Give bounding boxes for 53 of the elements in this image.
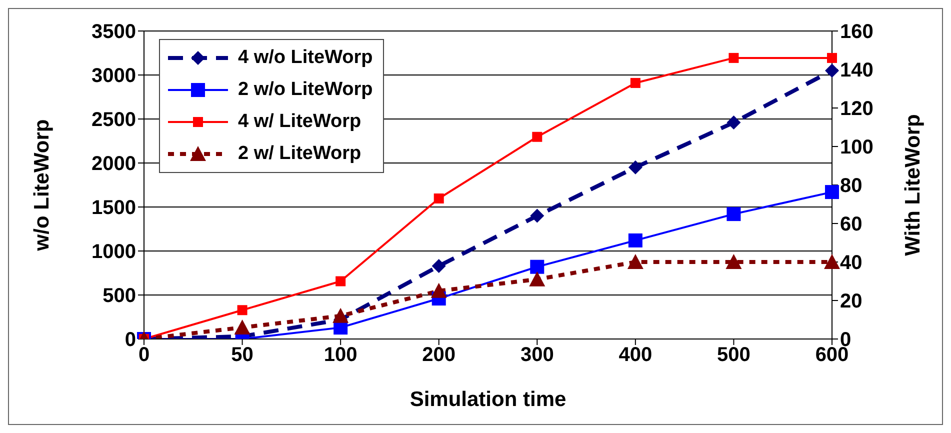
point: [336, 276, 346, 286]
legend-label: 4 w/ LiteWorp: [238, 111, 362, 133]
y2-tick-label: 160: [840, 21, 874, 44]
point: [530, 260, 544, 274]
x-tick-label: 500: [717, 344, 750, 366]
y2-tick-label: 40: [840, 252, 862, 274]
y-tick-label: 0: [124, 329, 136, 352]
point: [825, 185, 839, 200]
y-tick-label: 3500: [92, 21, 136, 44]
y-tick-label: 1000: [92, 241, 136, 264]
x-tick-label: 50: [231, 344, 254, 366]
y2-axis-title: With LiteWorp: [901, 114, 924, 256]
point: [627, 254, 644, 269]
x-tick-label: 300: [520, 344, 554, 366]
legend-label: 2 w/o LiteWorp: [238, 79, 373, 101]
y2-tick-label: 20: [840, 290, 862, 313]
point: [432, 258, 446, 273]
y-tick-label: 500: [102, 285, 136, 308]
x-tick-label: 0: [138, 344, 150, 366]
x-tick-label: 400: [618, 344, 652, 366]
point: [530, 208, 544, 223]
point: [726, 254, 742, 269]
point: [726, 207, 741, 222]
y-tick-label: 3000: [92, 65, 136, 88]
point: [434, 193, 444, 204]
point: [630, 78, 640, 88]
y-tick-label: 1500: [92, 197, 136, 220]
legend-label: 2 w/ LiteWorp: [238, 143, 362, 165]
y-tick-label: 2500: [92, 109, 136, 132]
point: [332, 308, 349, 323]
x-tick-label: 100: [324, 344, 358, 366]
point: [237, 305, 248, 316]
point: [628, 233, 642, 248]
point: [726, 116, 741, 130]
point: [728, 52, 739, 63]
point: [825, 64, 839, 78]
point: [628, 160, 642, 174]
point: [430, 282, 447, 298]
x-tick-label: 200: [422, 344, 456, 366]
point: [532, 132, 542, 142]
y2-tick-label: 60: [840, 214, 862, 236]
point: [824, 254, 840, 269]
y2-tick-label: 80: [840, 175, 862, 198]
legend-label: 4 w/o LiteWorp: [238, 47, 373, 69]
point: [529, 271, 546, 286]
y-tick-label: 2000: [92, 153, 136, 176]
point: [827, 52, 837, 63]
x-axis-title: Simulation time: [410, 388, 566, 411]
point: [234, 319, 250, 334]
y2-tick-label: 120: [840, 98, 874, 120]
y2-tick-label: 100: [840, 136, 874, 159]
y2-tick-label: 140: [840, 60, 874, 82]
y-axis-title: w/o LiteWorp: [30, 119, 54, 252]
